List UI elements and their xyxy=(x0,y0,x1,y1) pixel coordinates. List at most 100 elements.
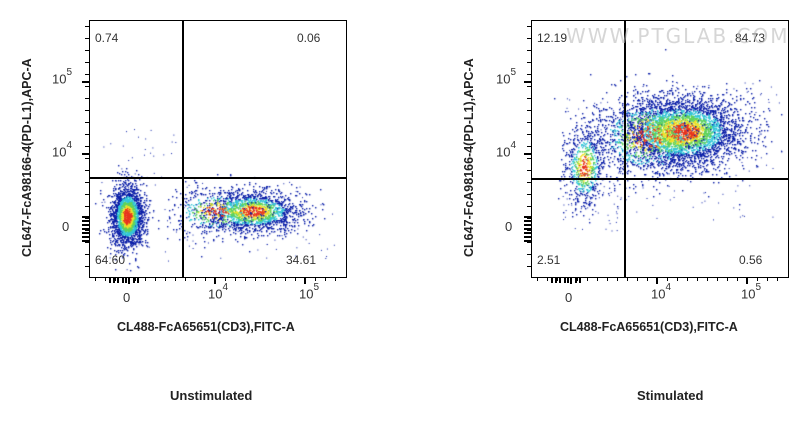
tick-mark xyxy=(527,230,531,231)
quadrant-gate-vertical[interactable] xyxy=(182,21,184,277)
tick-mark xyxy=(527,26,531,27)
x-tick-1e5: 105 xyxy=(299,282,320,302)
tick-mark xyxy=(551,277,553,283)
tick-mark xyxy=(305,277,306,281)
tick-mark xyxy=(128,277,130,284)
plot-area: 0.74 0.06 64.60 34.61 xyxy=(89,20,347,278)
tick-mark xyxy=(85,26,89,27)
y-axis-label: CL647-FcA98166-4(PD-L1),APC-A xyxy=(462,58,476,257)
density-scatter xyxy=(532,21,788,277)
tick-mark xyxy=(727,277,728,281)
tick-mark xyxy=(527,218,531,219)
tick-mark xyxy=(637,277,638,281)
tick-mark xyxy=(95,277,96,281)
tick-mark xyxy=(85,182,89,183)
plot-area: 12.19 84.73 2.51 0.56 WWW.PTGLAB.COM xyxy=(531,20,789,278)
tick-mark xyxy=(527,98,531,99)
x-tick-1e5: 105 xyxy=(741,282,762,302)
tick-mark xyxy=(265,277,266,281)
y-tick-1e5: 105 xyxy=(52,67,73,87)
x-tick-0: 0 xyxy=(123,290,131,305)
x-axis-label: CL488-FcA65651(CD3),FITC-A xyxy=(117,320,295,334)
tick-mark xyxy=(82,224,89,226)
tick-mark xyxy=(527,62,531,63)
tick-mark xyxy=(82,232,89,234)
tick-mark xyxy=(524,153,531,155)
tick-mark xyxy=(335,277,336,281)
tick-mark xyxy=(524,81,531,83)
tick-mark xyxy=(527,110,531,111)
tick-mark xyxy=(524,240,531,242)
tick-mark xyxy=(285,277,286,281)
tick-mark xyxy=(777,277,778,281)
tick-mark xyxy=(527,38,531,39)
tick-mark xyxy=(527,50,531,51)
tick-mark xyxy=(527,254,531,255)
tick-mark xyxy=(527,86,531,87)
x-tick-1e4: 104 xyxy=(208,282,229,302)
tick-mark xyxy=(657,277,658,281)
tick-mark xyxy=(85,62,89,63)
tick-mark xyxy=(85,146,89,147)
tick-mark xyxy=(757,277,758,281)
quadrant-ur-value: 0.06 xyxy=(297,31,321,45)
tick-mark xyxy=(235,277,236,281)
tick-mark xyxy=(85,194,89,195)
tick-mark xyxy=(85,38,89,39)
tick-mark xyxy=(527,170,531,171)
tick-mark xyxy=(627,277,628,281)
quadrant-ll-value: 64.60 xyxy=(95,253,126,267)
tick-mark xyxy=(133,277,135,283)
tick-mark xyxy=(205,277,206,281)
tick-mark xyxy=(195,277,196,281)
y-tick-0: 0 xyxy=(505,219,513,234)
tick-mark xyxy=(135,277,136,281)
x-tick-1e4: 104 xyxy=(651,282,672,302)
tick-mark xyxy=(559,277,561,283)
tick-mark xyxy=(737,277,738,281)
tick-mark xyxy=(527,242,531,243)
tick-mark xyxy=(82,220,89,222)
tick-mark xyxy=(165,277,166,281)
tick-mark xyxy=(570,277,572,284)
quadrant-ur-value: 84.73 xyxy=(735,31,766,45)
quadrant-ul-value: 0.74 xyxy=(95,31,119,45)
panel-caption: Stimulated xyxy=(637,388,704,403)
quadrant-ul-value: 12.19 xyxy=(537,31,568,45)
tick-mark xyxy=(527,134,531,135)
tick-mark xyxy=(155,277,156,281)
quadrant-ll-value: 2.51 xyxy=(537,253,561,267)
tick-mark xyxy=(564,277,566,283)
tick-mark xyxy=(255,277,256,281)
tick-mark xyxy=(85,50,89,51)
tick-mark xyxy=(677,277,678,281)
left-panel-unstimulated: CL647-FcA98166-4(PD-L1),APC-A 105 104 0 … xyxy=(20,20,347,403)
quadrant-gate-vertical[interactable] xyxy=(624,21,626,277)
tick-mark xyxy=(697,277,698,281)
tick-mark xyxy=(85,98,89,99)
tick-mark xyxy=(105,277,106,281)
tick-mark xyxy=(524,232,531,234)
tick-mark xyxy=(215,277,216,281)
tick-mark xyxy=(85,158,89,159)
quadrant-gate-horizontal[interactable] xyxy=(532,178,788,180)
tick-mark xyxy=(85,134,89,135)
tick-mark xyxy=(115,277,116,281)
y-tick-1e4: 104 xyxy=(52,140,73,160)
quadrant-lr-value: 34.61 xyxy=(286,253,317,267)
x-tick-0: 0 xyxy=(565,290,573,305)
tick-mark xyxy=(82,153,89,155)
tick-mark xyxy=(607,277,608,281)
tick-mark xyxy=(85,170,89,171)
tick-mark xyxy=(82,240,89,242)
tick-mark xyxy=(82,236,89,238)
panel-caption: Unstimulated xyxy=(170,388,253,403)
tick-mark xyxy=(575,277,577,283)
tick-mark xyxy=(325,277,326,281)
tick-mark xyxy=(647,277,648,281)
tick-mark xyxy=(82,81,89,83)
quadrant-gate-horizontal[interactable] xyxy=(90,177,346,179)
tick-mark xyxy=(527,158,531,159)
tick-mark xyxy=(557,277,558,281)
tick-mark xyxy=(577,277,578,281)
